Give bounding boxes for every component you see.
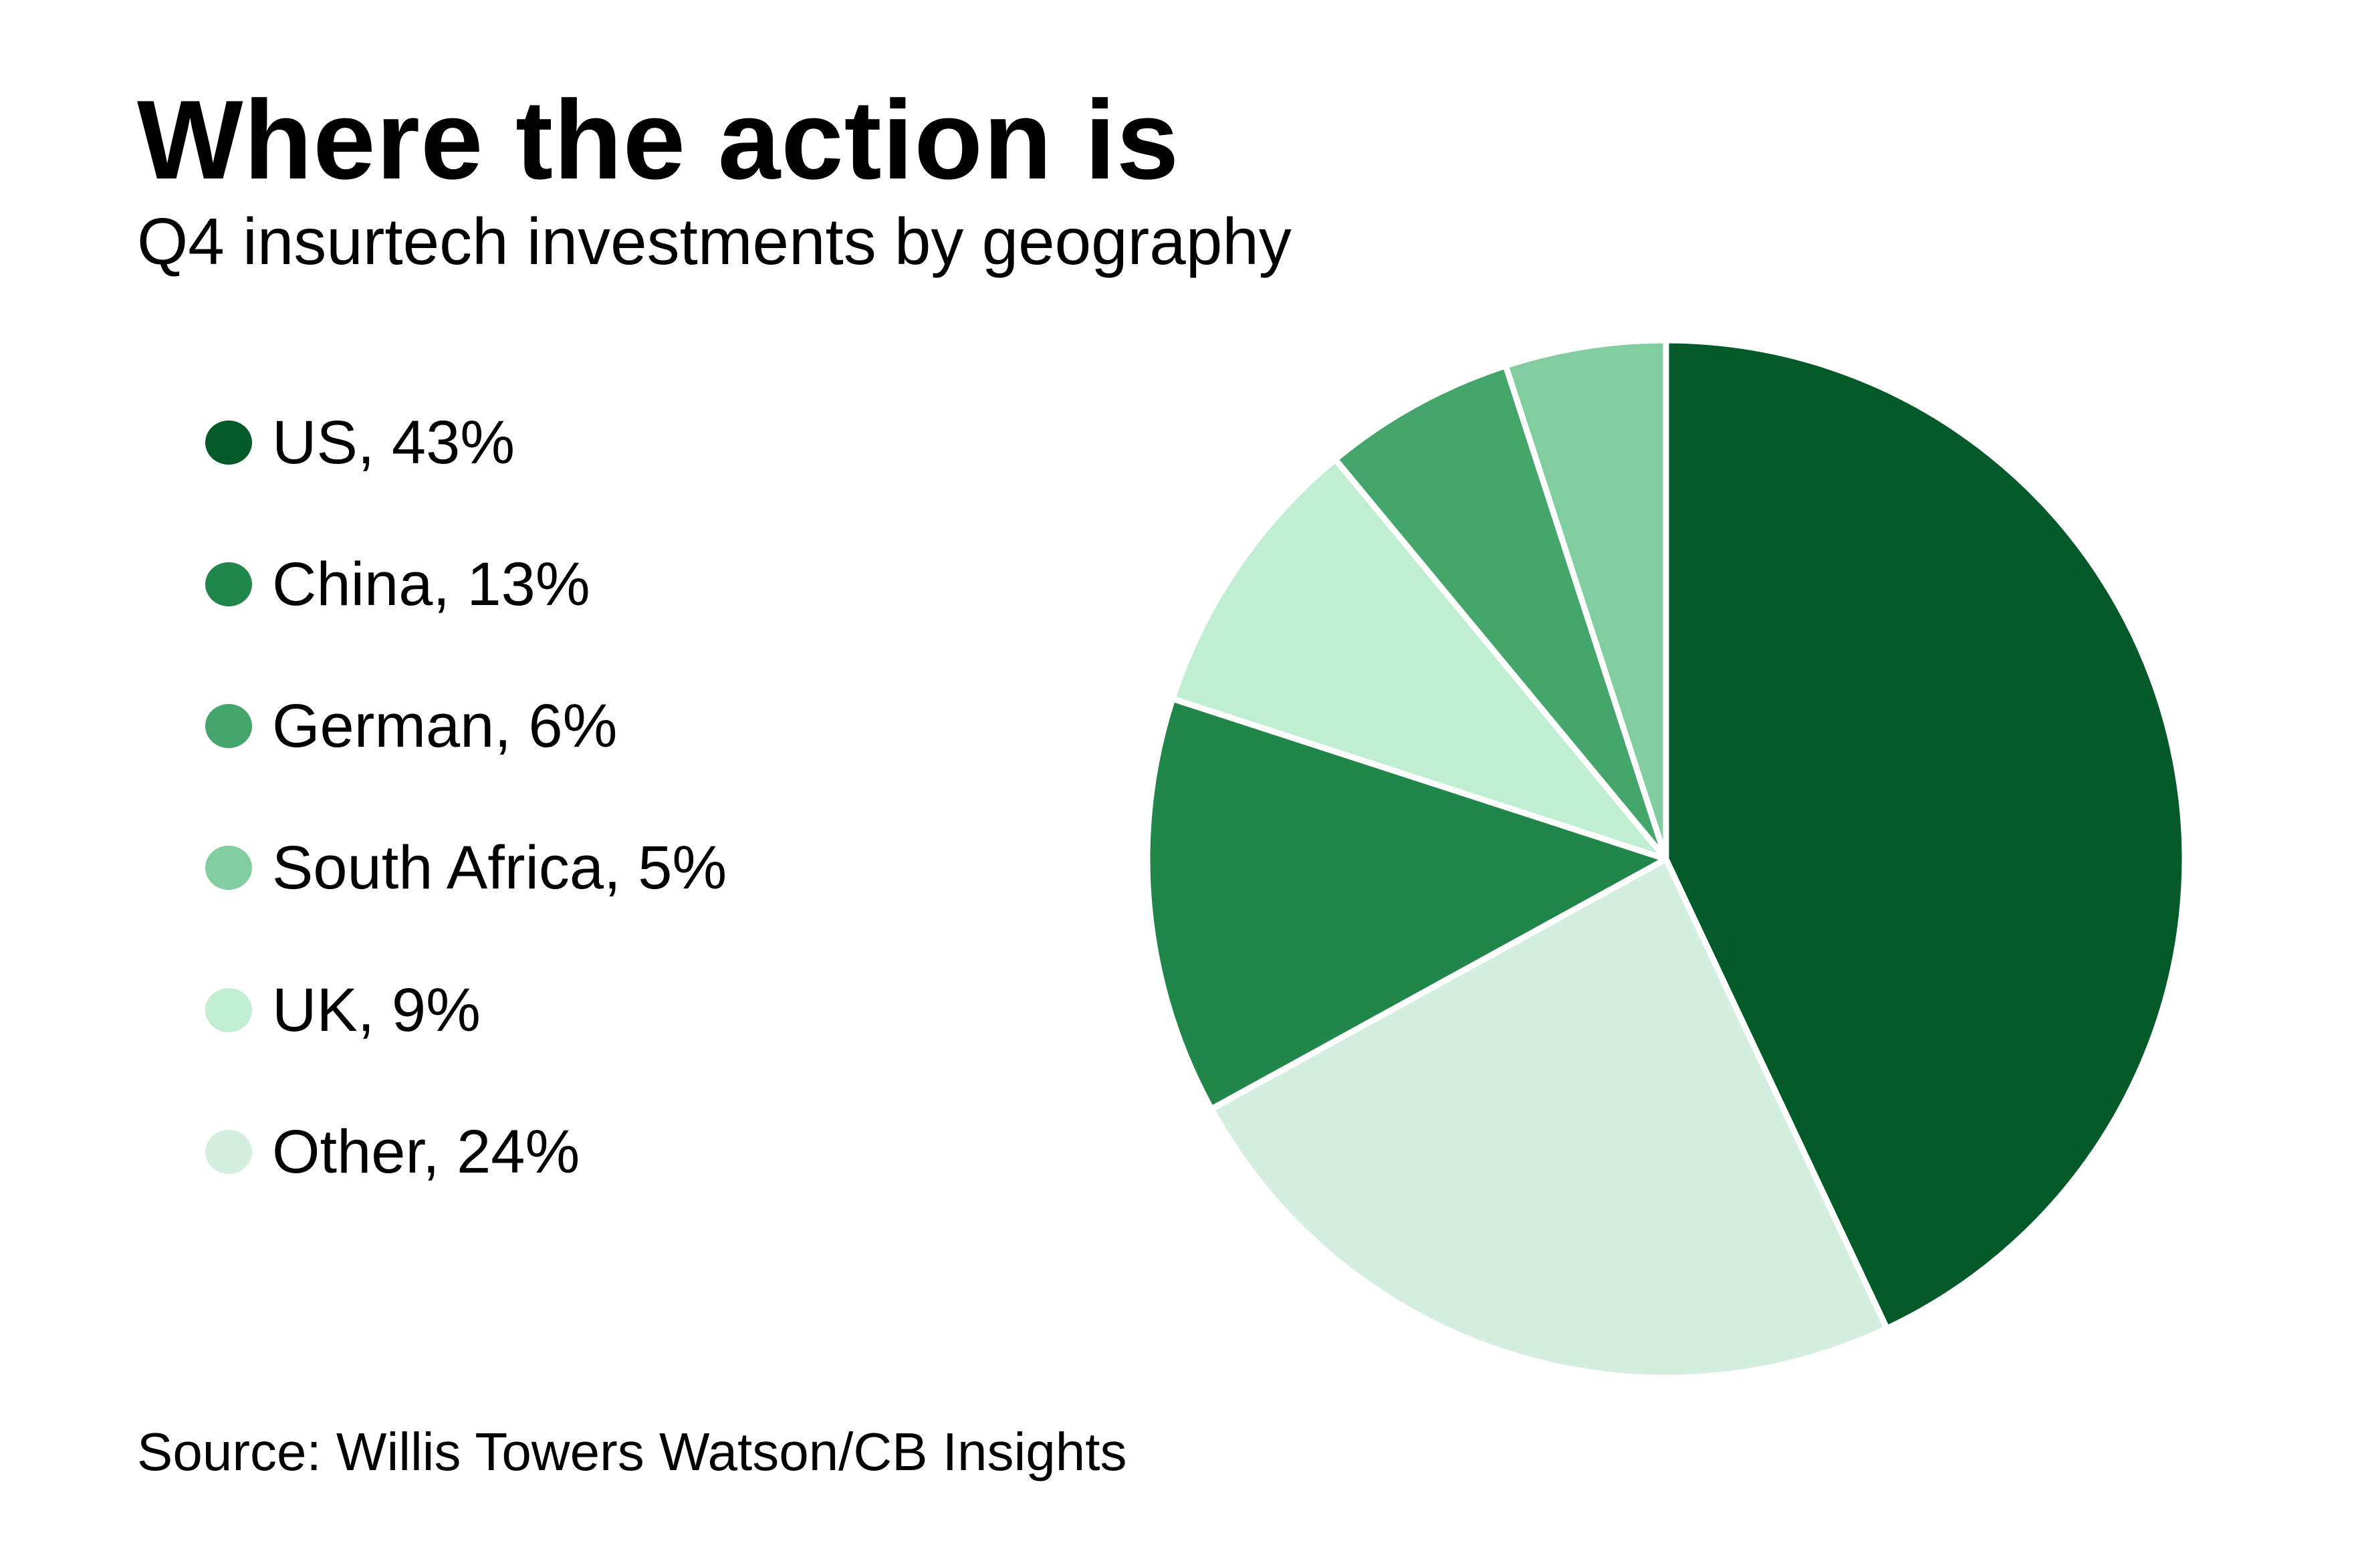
pie-slice-uk [1169,456,1669,862]
legend-swatch [205,562,252,606]
legend-item-south-africa: South Africa, 5% [205,834,727,902]
legend-label: Other, 24% [272,1118,580,1186]
pie-slice-south-africa [1502,337,1669,862]
legend-swatch [205,421,252,465]
chart-title: Where the action is [137,77,1180,203]
source-note: Source: Willis Towers Watson/CB Insights [137,1422,1127,1481]
legend-item-uk: UK, 9% [205,976,481,1044]
legend-swatch [205,704,252,748]
legend-item-china: China, 13% [205,550,590,618]
legend-item-us: US, 43% [205,412,515,473]
legend-label: US, 43% [272,408,515,477]
chart-subtitle: Q4 insurtech investments by geography [137,205,1292,278]
legend-label: South Africa, 5% [272,834,727,902]
legend-swatch [205,1130,252,1174]
pie-slice-us [1663,337,2188,1332]
legend-swatch [205,988,252,1032]
pie-slice-german [1332,362,1669,862]
legend-label: German, 6% [272,692,618,760]
legend-item-german: German, 6% [205,692,618,760]
pie-slice-other [1208,856,1890,1381]
legend-item-other: Other, 24% [205,1118,580,1186]
legend-swatch [205,846,252,890]
pie-slice-china [1144,695,1669,1112]
legend-label: UK, 9% [272,976,481,1044]
legend-label: China, 13% [272,550,590,618]
